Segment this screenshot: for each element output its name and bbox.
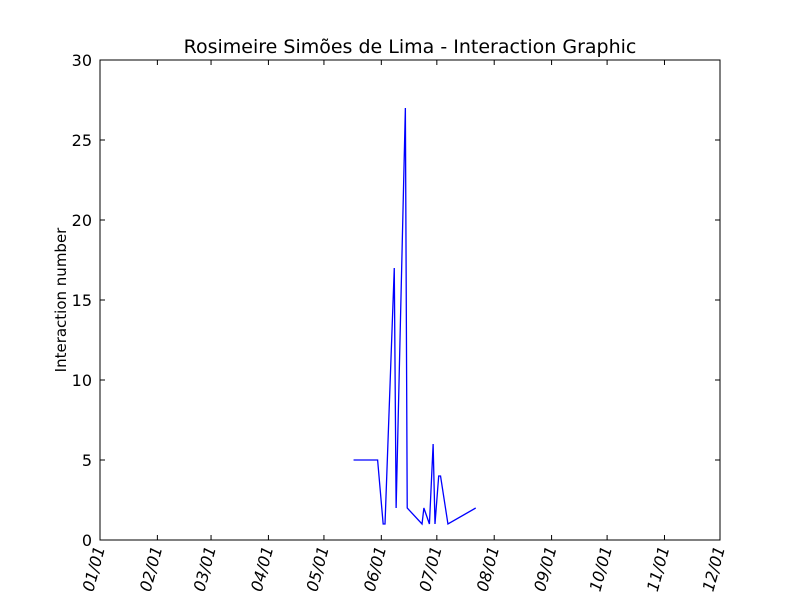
y-tick-label: 20 <box>72 211 92 230</box>
x-tick-label: 11/01 <box>643 544 673 593</box>
y-tick-label: 15 <box>72 291 92 310</box>
series-line <box>353 107 477 526</box>
x-tick-label: 01/01 <box>79 544 109 593</box>
x-tick-label: 03/01 <box>190 544 220 593</box>
y-tick-label: 25 <box>72 131 92 150</box>
x-tick-label: 10/01 <box>586 544 616 593</box>
x-tick-label: 12/01 <box>699 544 729 593</box>
y-axis-label: Interaction number <box>52 227 70 373</box>
x-tick-label: 05/01 <box>303 544 333 593</box>
x-tick-label: 06/01 <box>360 544 390 593</box>
x-tick-label: 08/01 <box>473 544 503 593</box>
y-tick-label: 5 <box>82 451 92 470</box>
y-tick-label: 0 <box>82 531 92 550</box>
x-tick-label: 02/01 <box>136 544 166 593</box>
x-tick-label: 07/01 <box>415 544 445 593</box>
series-group <box>353 107 477 526</box>
x-tick-label: 04/01 <box>247 544 277 593</box>
y-tick-label: 30 <box>72 51 92 70</box>
y-tick-label: 10 <box>72 371 92 390</box>
x-tick-label: 09/01 <box>530 544 560 593</box>
chart-title: Rosimeire Simões de Lima - Interaction G… <box>184 36 637 58</box>
y-ticks: 0 5 10 15 20 25 30 <box>72 51 720 550</box>
x-ticks: 01/01 02/01 03/01 04/01 05/01 06/01 07/01 08/01… <box>79 60 729 594</box>
plot-frame <box>99 59 721 541</box>
